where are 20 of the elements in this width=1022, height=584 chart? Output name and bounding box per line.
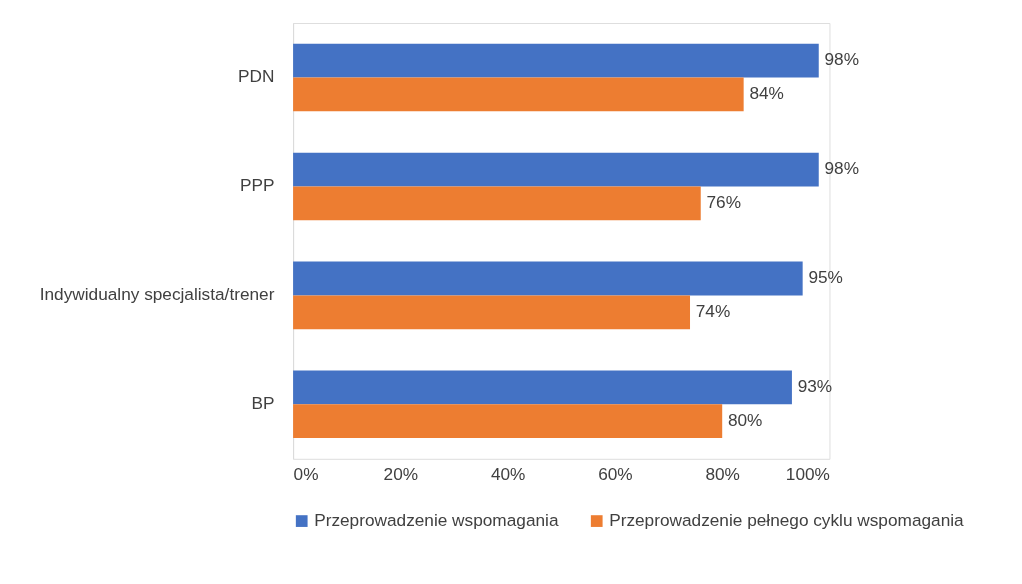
legend-label: Przeprowadzenie wspomagania (314, 509, 559, 530)
x-tick-label: 60% (598, 464, 633, 485)
data-label: 95% (808, 267, 843, 288)
data-label: 84% (749, 83, 784, 104)
x-tick-label: 0% (293, 464, 319, 485)
x-tick-label: 80% (705, 464, 740, 485)
data-label: 93% (797, 376, 833, 397)
x-tick-label: 20% (383, 464, 419, 485)
data-label: 80% (727, 410, 763, 431)
y-tick-label: PDN (238, 66, 275, 87)
y-tick-label: Indywidualny specjalista/trener (39, 284, 275, 305)
data-label: 98% (824, 158, 859, 179)
y-tick-label: BP (251, 393, 275, 414)
data-label: 98% (824, 49, 859, 70)
y-tick-label: PPP (239, 175, 275, 196)
legend-label: Przeprowadzenie pełnego cyklu wspomagania (609, 509, 965, 530)
data-label: 74% (695, 301, 731, 322)
data-label: 76% (706, 192, 741, 213)
x-tick-label: 100% (785, 464, 830, 485)
x-tick-label: 40% (490, 464, 526, 485)
